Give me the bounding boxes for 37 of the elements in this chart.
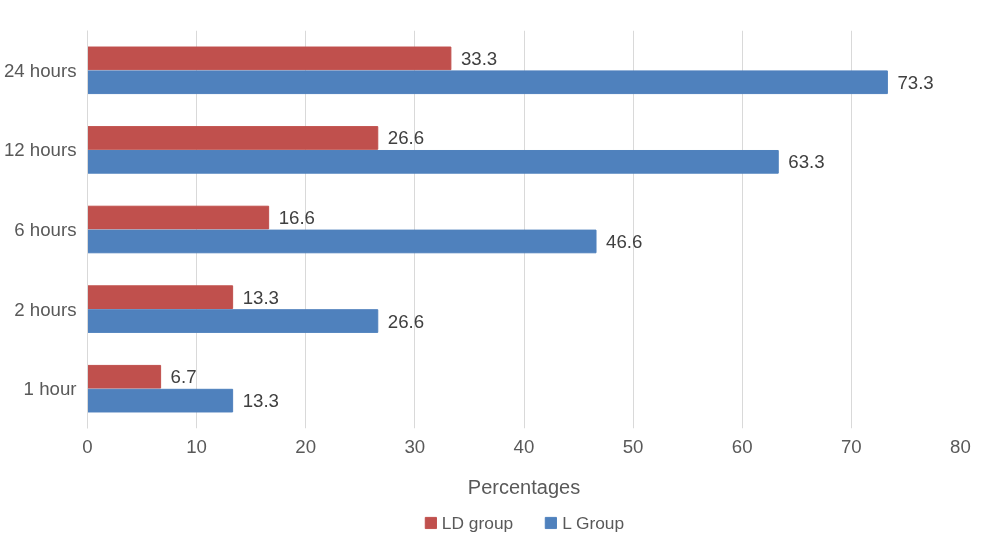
data-label: 13.3 xyxy=(242,286,279,308)
bar xyxy=(87,205,270,230)
x-tick-label: 30 xyxy=(404,435,426,457)
legend-label: L Group xyxy=(562,512,625,533)
data-label: 33.3 xyxy=(460,47,498,69)
data-label: 46.6 xyxy=(606,230,643,252)
x-tick-label: 60 xyxy=(731,435,753,457)
x-tick-label: 10 xyxy=(186,435,208,457)
data-label: 16.6 xyxy=(278,207,315,229)
y-tick-label: 6 hours xyxy=(14,219,77,240)
y-tick-label: 1 hour xyxy=(23,378,77,400)
x-tick-label: 0 xyxy=(82,435,93,457)
data-label: 6.7 xyxy=(170,366,197,388)
data-label: 63.3 xyxy=(788,151,825,173)
bar xyxy=(87,285,234,309)
data-label: 26.6 xyxy=(387,127,425,149)
x-tick-label: 50 xyxy=(622,435,644,457)
data-label: 26.6 xyxy=(387,310,425,332)
bar xyxy=(87,46,452,71)
x-tick-label: 20 xyxy=(295,435,317,457)
bar xyxy=(87,126,379,150)
x-axis-title: Percentages xyxy=(467,475,581,498)
y-tick-label: 24 hours xyxy=(3,59,77,81)
legend-label: LD group xyxy=(441,512,514,533)
bar xyxy=(87,229,597,254)
data-label: 13.3 xyxy=(242,390,279,412)
x-tick-label: 40 xyxy=(513,435,535,457)
x-tick-label: 80 xyxy=(950,435,971,457)
x-tick-label: 70 xyxy=(841,435,862,457)
bar xyxy=(87,388,234,413)
y-tick-label: 12 hours xyxy=(3,139,77,161)
bar xyxy=(87,309,379,333)
bar xyxy=(87,150,779,174)
y-tick-label: 2 hours xyxy=(14,298,77,320)
bar xyxy=(87,70,888,95)
bar xyxy=(87,364,162,389)
data-label: 73.3 xyxy=(897,71,934,93)
